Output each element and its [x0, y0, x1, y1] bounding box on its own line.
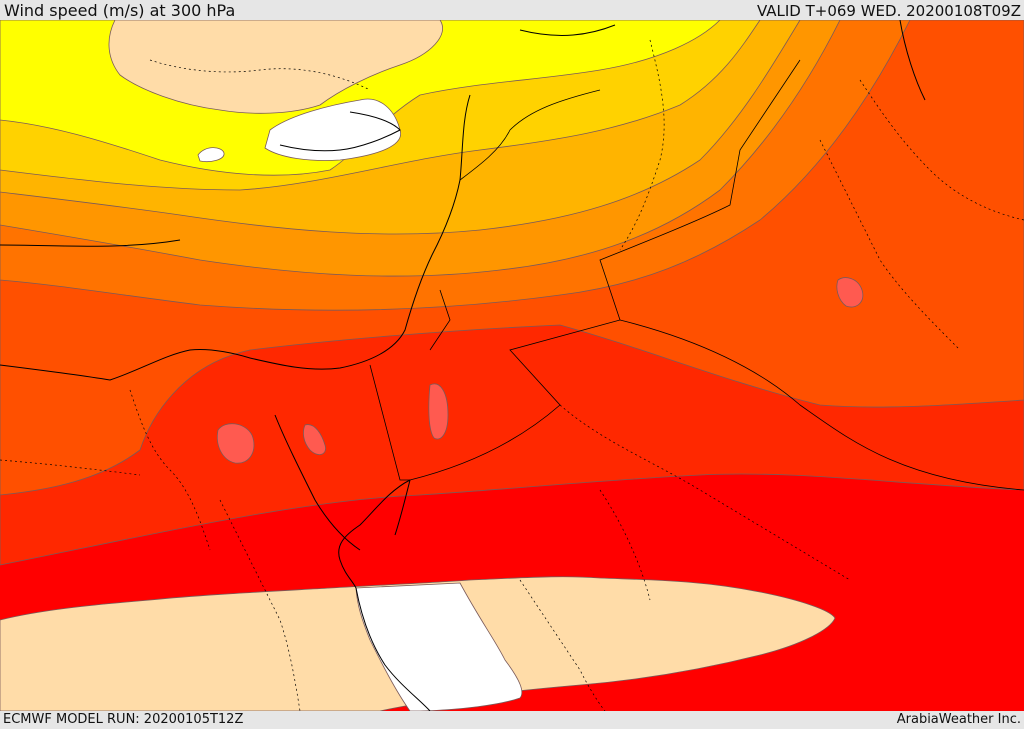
map-canvas — [0, 20, 1024, 711]
map-title: Wind speed (m/s) at 300 hPa — [4, 1, 236, 20]
valid-time: VALID T+069 WED. 20200108T09Z — [756, 2, 1021, 20]
footer-bar: ECMWF MODEL RUN: 20200105T12Z ArabiaWeat… — [0, 711, 1024, 729]
model-run: ECMWF MODEL RUN: 20200105T12Z — [3, 712, 244, 727]
admin-borders — [0, 39, 1024, 711]
country-borders — [369, 59, 1024, 491]
zone-white-small — [197, 147, 225, 162]
zone-calm-north — [108, 20, 443, 114]
header-bar: Wind speed (m/s) at 300 hPa VALID T+069 … — [0, 0, 1024, 20]
water-bodies — [216, 277, 864, 464]
coastlines — [0, 20, 926, 711]
credit-label: ArabiaWeather Inc. — [896, 712, 1021, 727]
wind-speed-map — [0, 20, 1024, 711]
